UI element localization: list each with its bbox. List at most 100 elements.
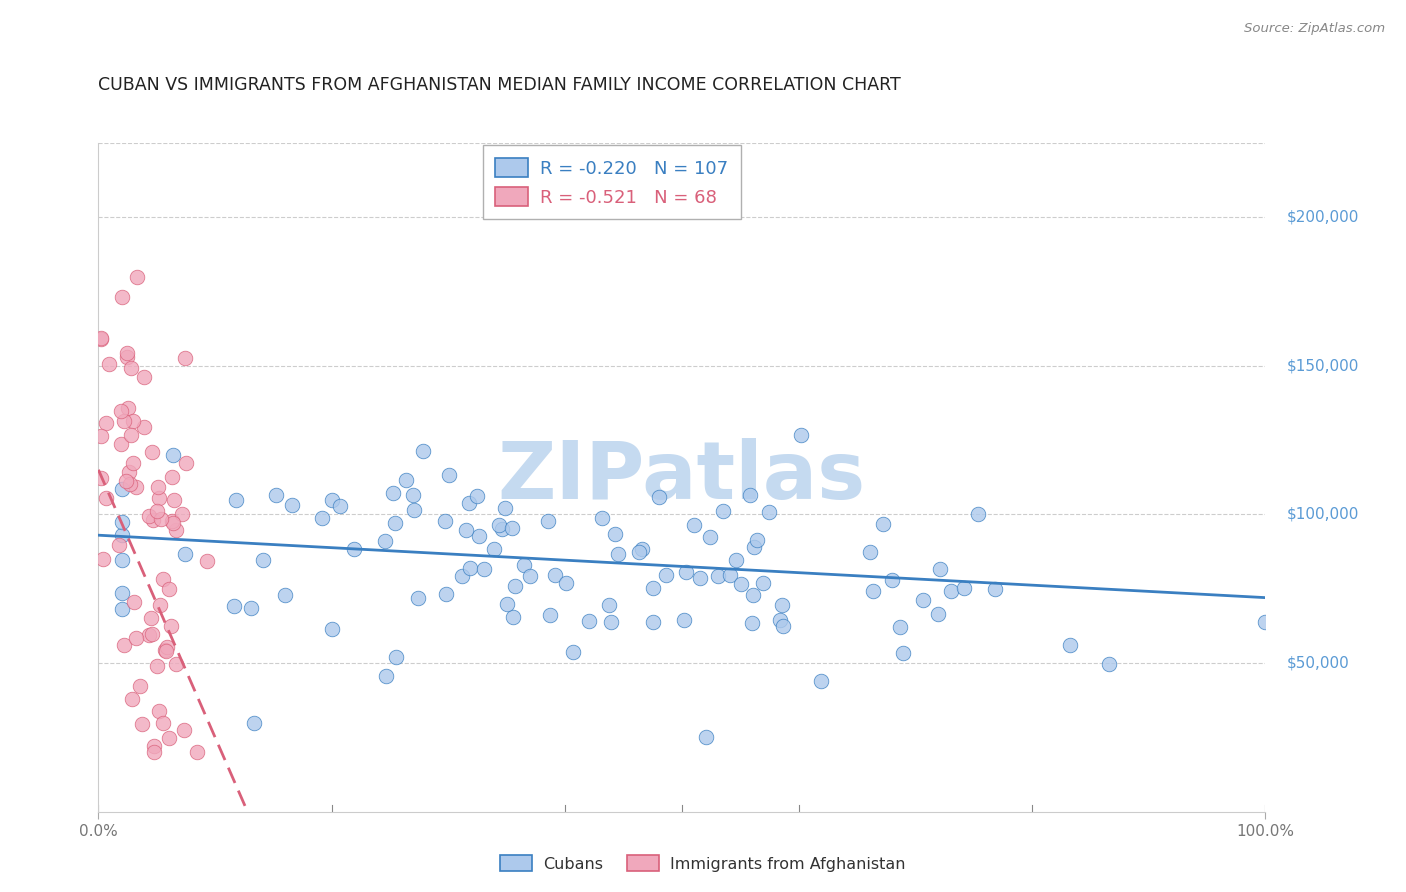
Point [740, 487, 762, 501]
Point [224, 599, 246, 613]
Point [434, 587, 457, 601]
Point [606, 548, 628, 562]
Point [600, 615, 623, 629]
Point [195, 554, 218, 568]
Point [91, 551, 114, 566]
Point [458, 560, 481, 574]
Point [165, 657, 187, 672]
Point [929, 561, 952, 575]
Point [264, 488, 287, 502]
Point [112, 639, 135, 653]
Text: $50,000: $50,000 [1286, 656, 1350, 671]
Point [239, 601, 262, 615]
Point [912, 593, 935, 607]
Point [96, 491, 118, 506]
Point [132, 370, 155, 384]
Point [741, 588, 763, 602]
Point [385, 649, 408, 664]
Point [111, 515, 134, 529]
Point [152, 572, 174, 586]
Point [1254, 615, 1277, 630]
Point [889, 620, 911, 634]
Point [578, 614, 600, 628]
Point [114, 474, 136, 488]
Point [519, 569, 541, 583]
Point [146, 504, 169, 518]
Point [157, 582, 180, 597]
Point [730, 577, 752, 591]
Point [321, 492, 343, 507]
Point [138, 509, 160, 524]
Point [131, 717, 153, 731]
Point [395, 473, 418, 487]
Point [648, 491, 671, 505]
Point [141, 611, 163, 625]
Point [90, 331, 112, 345]
Point [374, 534, 396, 549]
Legend: Cubans, Immigrants from Afghanistan: Cubans, Immigrants from Afghanistan [492, 847, 914, 880]
Point [162, 448, 184, 462]
Point [882, 574, 904, 588]
Text: $150,000: $150,000 [1286, 359, 1358, 373]
Point [149, 598, 172, 612]
Point [402, 487, 425, 501]
Point [501, 521, 523, 535]
Point [155, 644, 177, 658]
Text: $200,000: $200,000 [1286, 210, 1358, 225]
Point [927, 607, 949, 622]
Point [156, 640, 179, 654]
Point [111, 602, 134, 616]
Point [157, 731, 180, 746]
Point [120, 360, 142, 375]
Point [112, 414, 135, 428]
Point [128, 679, 150, 693]
Point [456, 523, 478, 537]
Point [125, 269, 148, 284]
Point [872, 517, 894, 532]
Point [758, 505, 780, 519]
Point [1059, 638, 1081, 652]
Point [451, 569, 474, 583]
Point [967, 507, 990, 521]
Point [544, 567, 567, 582]
Point [513, 558, 536, 572]
Point [494, 501, 516, 516]
Point [124, 631, 146, 645]
Point [98, 357, 121, 371]
Point [768, 613, 790, 627]
Point [458, 496, 481, 510]
Point [162, 516, 184, 531]
Point [983, 582, 1005, 597]
Point [321, 622, 343, 636]
Point [120, 477, 142, 491]
Point [111, 586, 134, 600]
Point [537, 514, 560, 528]
Legend: R = -0.220   N = 107, R = -0.521   N = 68: R = -0.220 N = 107, R = -0.521 N = 68 [482, 145, 741, 219]
Point [160, 469, 183, 483]
Point [343, 542, 366, 557]
Point [491, 522, 513, 536]
Point [94, 416, 117, 430]
Point [121, 414, 143, 428]
Point [482, 541, 505, 556]
Point [711, 504, 734, 518]
Point [603, 527, 626, 541]
Point [496, 597, 519, 611]
Point [111, 290, 134, 304]
Point [810, 673, 832, 688]
Text: $100,000: $100,000 [1286, 507, 1358, 522]
Point [172, 508, 194, 522]
Point [274, 588, 297, 602]
Point [718, 568, 741, 582]
Point [111, 553, 134, 567]
Point [384, 516, 406, 530]
Point [152, 716, 174, 731]
Point [311, 511, 333, 525]
Point [655, 567, 678, 582]
Point [488, 517, 510, 532]
Point [538, 608, 561, 623]
Point [141, 445, 163, 459]
Point [745, 533, 768, 547]
Point [699, 530, 721, 544]
Point [243, 715, 266, 730]
